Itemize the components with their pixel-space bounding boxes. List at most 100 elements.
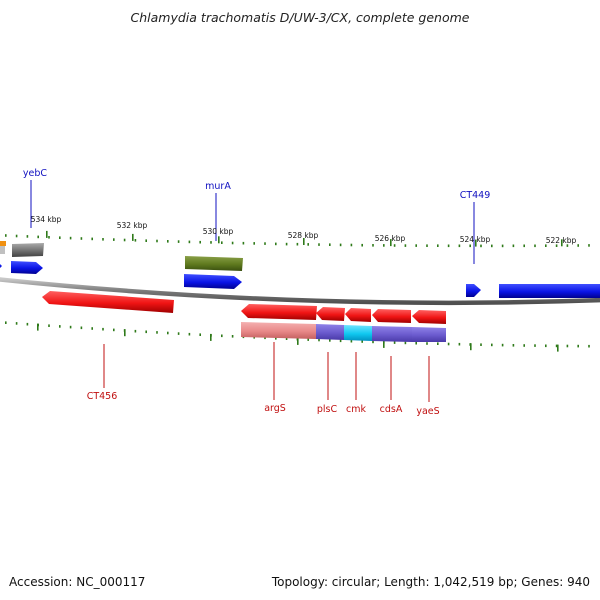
gene-cmk [345,308,371,322]
genome-summary-text: Topology: circular; Length: 1,042,519 bp… [271,575,590,589]
tick-minor [350,243,353,247]
tick-major [561,239,563,247]
tick-minor [188,240,191,244]
tick-minor [404,341,407,345]
tick-minor [361,243,363,247]
tick-minor [177,240,180,243]
tick-minor [275,242,277,246]
scale-label-532: 532 kbp [117,221,148,230]
gene-label-CT449: CT449 [460,190,491,201]
tick-minor [512,344,515,347]
scale-label-534: 534 kbp [31,215,62,224]
tick-minor [26,235,29,238]
tick-minor [15,234,18,238]
tick-minor [383,244,385,247]
tick-minor [275,337,277,340]
tick-minor [501,343,504,347]
gene-argS [241,304,317,320]
tick-minor [37,235,39,239]
gene-right-blue [499,284,600,298]
tick-major [297,337,299,345]
tick-minor [415,341,417,345]
gene-label-plsC: plsC [317,404,338,415]
accession-text: Accession: NC_000117 [9,575,146,589]
tick-minor [80,237,83,240]
tick-minor [339,243,342,247]
tick-minor [285,242,288,246]
tick-minor [523,344,525,347]
tick-minor [91,237,93,241]
tick-minor [156,239,158,243]
tick-minor [426,244,428,247]
gene-cdsA [372,309,411,323]
gene-grey [12,243,44,257]
tick-minor [588,244,590,247]
feature-light-red [241,322,316,339]
tick-minor [48,236,50,239]
tick-minor [545,344,547,348]
tick-major [210,333,212,341]
tick-minor [577,244,579,247]
tick-minor [534,244,536,248]
gene-olive [185,256,243,271]
tick-minor [588,344,590,348]
tick-major [390,239,392,247]
gene-label-cmk: cmk [346,404,366,415]
label-leaders [30,180,475,402]
tick-minor [318,338,320,342]
tick-minor [69,236,72,240]
tick-minor [113,328,115,332]
tick-minor [59,325,61,328]
scale-ticks-top [5,230,590,248]
tick-minor [361,340,363,343]
gene-label-yebC: yebC [23,168,47,179]
tick-minor [329,243,331,246]
tick-minor [5,321,7,324]
tick-minor [231,241,234,245]
tick-minor [156,331,158,334]
tick-minor [15,322,18,325]
tick-minor [167,331,169,335]
tick-minor [415,244,417,247]
scale-label-524: 524 kbp [460,235,491,244]
tick-minor [167,240,169,243]
tick-minor [566,244,569,247]
tick-minor [123,238,126,242]
tick-minor [339,339,342,343]
tick-minor [469,244,471,248]
tick-minor [329,339,331,342]
tick-minor [491,343,493,347]
tick-minor [80,326,83,330]
gene-edge-grey [0,246,5,254]
tick-minor [134,239,137,242]
tick-major [132,233,134,241]
tick-minor [458,244,461,248]
tick-minor [393,244,396,247]
tick-minor [307,243,309,246]
tick-minor [221,334,223,338]
tick-minor [231,335,234,338]
tick-minor [523,244,525,248]
tick-minor [350,339,353,343]
tick-minor [577,344,579,348]
tick-minor [69,325,72,329]
tick-minor [512,244,515,248]
tick-minor [145,239,147,242]
gene-label-cdsA: cdsA [380,404,403,415]
tick-minor [26,322,29,326]
scale-label-526: 526 kbp [375,234,406,243]
tick-major [218,236,220,244]
tick-minor [566,344,569,348]
tick-minor [501,244,504,248]
tick-minor [5,234,7,237]
gene-arrow-edge [0,264,2,268]
tick-minor [555,344,558,348]
tick-minor [134,329,137,333]
tick-minor [447,244,450,248]
tick-minor [437,244,439,247]
tick-minor [426,342,428,345]
tick-minor [307,338,309,341]
gene-yaeS [412,310,446,324]
tick-minor [437,342,439,345]
